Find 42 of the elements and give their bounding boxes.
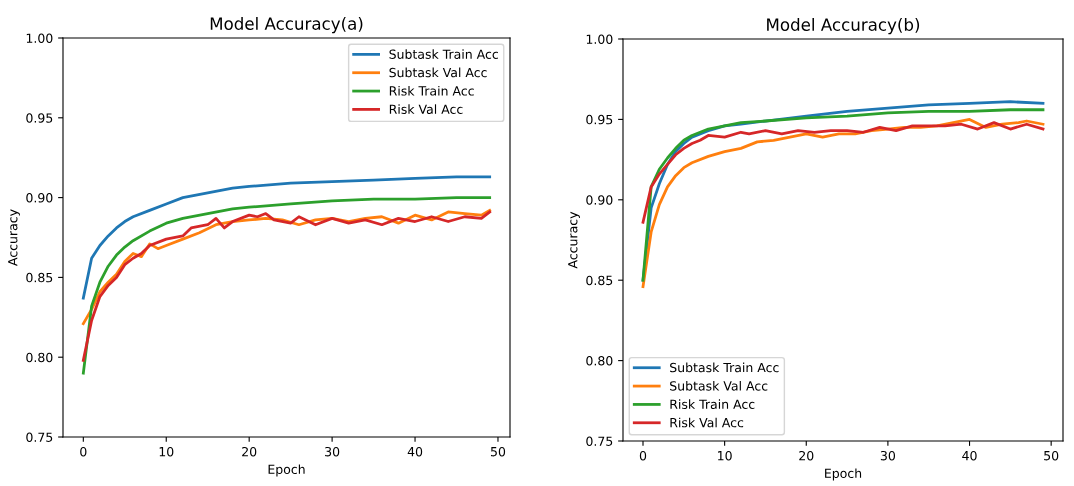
line-series	[81, 210, 492, 362]
x-tick-label: 10	[159, 446, 174, 457]
x-tick-label: 50	[490, 446, 506, 457]
x-tick-label: 30	[325, 446, 340, 457]
y-tick-label: 0.85	[26, 272, 53, 283]
x-tick-label: 0	[639, 450, 647, 461]
y-tick-label: 1.00	[26, 33, 53, 43]
y-axis-title: Accuracy	[8, 209, 20, 266]
y-tick-label: 0.95	[586, 114, 613, 125]
legend-label: Risk Val Acc	[670, 417, 744, 428]
chart-title: Model Accuracy(b)	[767, 18, 920, 35]
x-axis-title: Epoch	[825, 468, 862, 481]
x-tick-label: 30	[880, 450, 896, 461]
x-tick-label: 10	[718, 450, 732, 461]
chart-title: Model Accuracy(a)	[210, 17, 363, 34]
x-axis-title: Epoch	[268, 464, 305, 477]
y-axis-title: Accuracy	[568, 211, 580, 269]
legend-label: Subtask Train Acc	[389, 49, 498, 59]
legend-label: Subtask Val Acc	[389, 67, 487, 78]
x-tick-label: 0	[80, 446, 87, 457]
y-tick-label: 0.85	[586, 275, 613, 286]
y-tick-label: 1.00	[586, 34, 613, 44]
y-tick-label: 0.80	[586, 356, 613, 366]
line-series	[641, 121, 1045, 224]
y-tick-label: 0.75	[586, 436, 613, 446]
y-tick-label: 0.75	[26, 432, 53, 442]
x-tick-label: 20	[242, 446, 257, 457]
line-series	[81, 196, 492, 375]
legend-label: Risk Train Acc	[389, 85, 474, 96]
legend-label: Risk Val Acc	[389, 104, 463, 114]
x-tick-label: 50	[1044, 450, 1059, 461]
x-tick-label: 40	[407, 446, 423, 457]
legend-label: Risk Train Acc	[670, 399, 755, 409]
y-tick-label: 0.80	[26, 352, 53, 363]
x-tick-label: 40	[962, 450, 977, 461]
line-series	[81, 175, 492, 300]
y-tick-label: 0.95	[26, 113, 53, 123]
legend-label: Subtask Val Acc	[670, 380, 768, 391]
y-tick-label: 0.90	[586, 195, 613, 205]
x-tick-label: 20	[799, 450, 814, 461]
legend-label: Subtask Train Acc	[670, 362, 779, 373]
y-tick-label: 0.90	[26, 193, 53, 203]
